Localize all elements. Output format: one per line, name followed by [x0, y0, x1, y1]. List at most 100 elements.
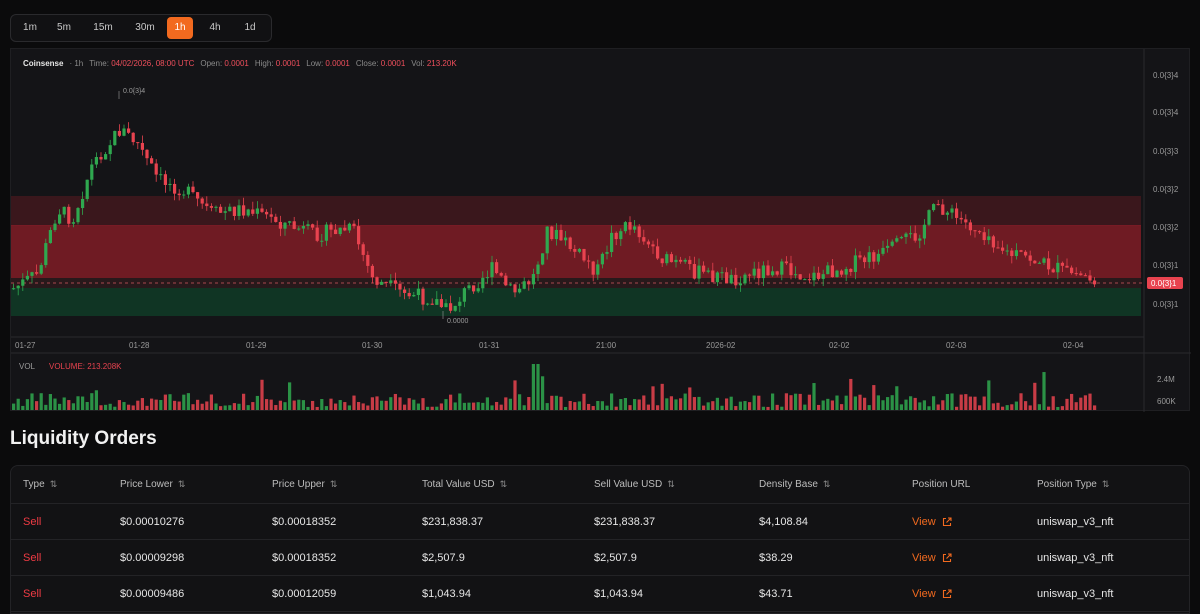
candle-body [1024, 251, 1028, 256]
external-link-icon [942, 588, 952, 598]
candle-body [591, 261, 595, 275]
candle-body [412, 295, 416, 297]
timeframe-30m-button[interactable]: 30m [135, 22, 155, 33]
view-position-link[interactable]: View [912, 576, 952, 611]
candle-body [219, 206, 223, 213]
candle-body [909, 233, 913, 235]
volume-bar [1010, 404, 1014, 410]
candle-body [780, 261, 784, 275]
volume-bar [329, 398, 333, 410]
volume-bar [1005, 405, 1009, 410]
table-row: Sell $0.00010276 $0.00018352 $231,838.37… [11, 504, 1189, 540]
volume-bar [936, 404, 940, 410]
volume-bar [706, 402, 710, 410]
candle-body [991, 236, 995, 248]
volume-bar [895, 386, 899, 410]
candle-body [324, 224, 328, 241]
volume-bar [637, 399, 641, 410]
timeframe-1m-button[interactable]: 1m [23, 22, 37, 33]
candle-body [623, 222, 627, 232]
column-header-position-url: Position URL [912, 479, 971, 490]
candle-body [936, 204, 940, 206]
candle-body [48, 230, 52, 244]
column-header-type[interactable]: Type ⇅ [23, 479, 58, 490]
sort-icon[interactable]: ⇅ [49, 479, 58, 489]
cell-price-lower: $0.00009486 [120, 587, 185, 600]
candle-body [186, 186, 190, 195]
candle-body [844, 268, 848, 275]
column-header-price-upper[interactable]: Price Upper ⇅ [272, 479, 338, 490]
candle-body [835, 270, 839, 278]
candlestick-chart-svg[interactable]: 0.0{3}4 0.0{3}4 0.0{3}3 0.0{3}2 0.0{3}2 … [11, 49, 1191, 412]
volume-bar [591, 406, 595, 410]
candle-body [996, 247, 1000, 249]
candle-body [283, 222, 287, 229]
column-header-position-type[interactable]: Position Type ⇅ [1037, 479, 1110, 490]
candle-body [472, 285, 476, 292]
volume-bar [44, 404, 48, 410]
column-header-price-lower[interactable]: Price Lower ⇅ [120, 479, 186, 490]
volume-bar [361, 403, 365, 410]
candle-body [587, 260, 591, 262]
candle-body [536, 264, 540, 275]
candle-body [301, 225, 305, 229]
candle-body [76, 208, 80, 223]
candle-body [665, 254, 669, 264]
candle-body [550, 226, 554, 240]
candle-body [927, 210, 931, 225]
volume-bar [334, 403, 338, 410]
volume-bar [324, 406, 328, 410]
column-header-density-base[interactable]: Density Base ⇅ [759, 479, 831, 490]
view-position-link[interactable]: View [912, 504, 952, 539]
sort-icon[interactable]: ⇅ [499, 479, 508, 489]
sort-icon[interactable]: ⇅ [822, 479, 831, 489]
volume-bar [389, 397, 393, 410]
candle-body [600, 253, 604, 265]
candle-body [453, 305, 457, 311]
timeframe-4h-button[interactable]: 4h [209, 22, 221, 33]
sort-icon[interactable]: ⇅ [667, 479, 675, 489]
column-header-total-value[interactable]: Total Value USD ⇅ [422, 479, 508, 490]
sort-icon[interactable]: ⇅ [1101, 479, 1110, 489]
candle-body [573, 249, 577, 252]
candle-body [145, 149, 149, 159]
volume-bar [527, 397, 531, 410]
candle-body [315, 227, 319, 241]
price-axis-label: 0.0{3}1 [1153, 261, 1179, 270]
volume-bar [559, 396, 563, 410]
volume-bar [219, 406, 223, 410]
candle-body [320, 240, 324, 242]
candle-body [932, 204, 936, 211]
date-axis-label: 01-29 [246, 341, 267, 350]
timeframe-5m-button[interactable]: 5m [57, 22, 71, 33]
timeframe-1h-button[interactable]: 1h [167, 17, 193, 39]
candle-body [1033, 260, 1037, 264]
column-header-sell-value[interactable]: Sell Value USD ⇅ [594, 479, 675, 490]
volume-bar [476, 402, 480, 410]
candle-body [21, 279, 25, 286]
volume-bar [1093, 405, 1097, 410]
candle-body [812, 272, 816, 281]
price-axis-label: 0.0{3}3 [1153, 147, 1179, 156]
volume-bar [614, 406, 618, 410]
current-price-tag [1147, 277, 1183, 289]
legend-low-value: 0.0001 [325, 59, 350, 68]
price-chart[interactable]: 0.0{3}4 0.0{3}4 0.0{3}3 0.0{3}2 0.0{3}2 … [10, 48, 1191, 412]
sort-icon[interactable]: ⇅ [177, 479, 186, 489]
volume-bar [430, 406, 434, 410]
timeframe-15m-button[interactable]: 15m [93, 22, 113, 33]
candle-body [922, 224, 926, 239]
timeframe-1d-button[interactable]: 1d [244, 22, 256, 33]
volume-bar [140, 398, 144, 410]
candle-body [209, 206, 213, 208]
candle-body [35, 272, 39, 274]
candle-body [978, 231, 982, 233]
candle-body [173, 183, 177, 194]
legend-high-value: 0.0001 [275, 59, 301, 68]
candle-body [237, 205, 241, 216]
candle-body [16, 285, 20, 289]
view-position-link[interactable]: View [912, 540, 952, 575]
table-row: Sell $0.00009486 $0.00012059 $1,043.94 $… [11, 576, 1189, 612]
sort-icon[interactable]: ⇅ [329, 479, 338, 489]
volume-bar [518, 394, 522, 410]
